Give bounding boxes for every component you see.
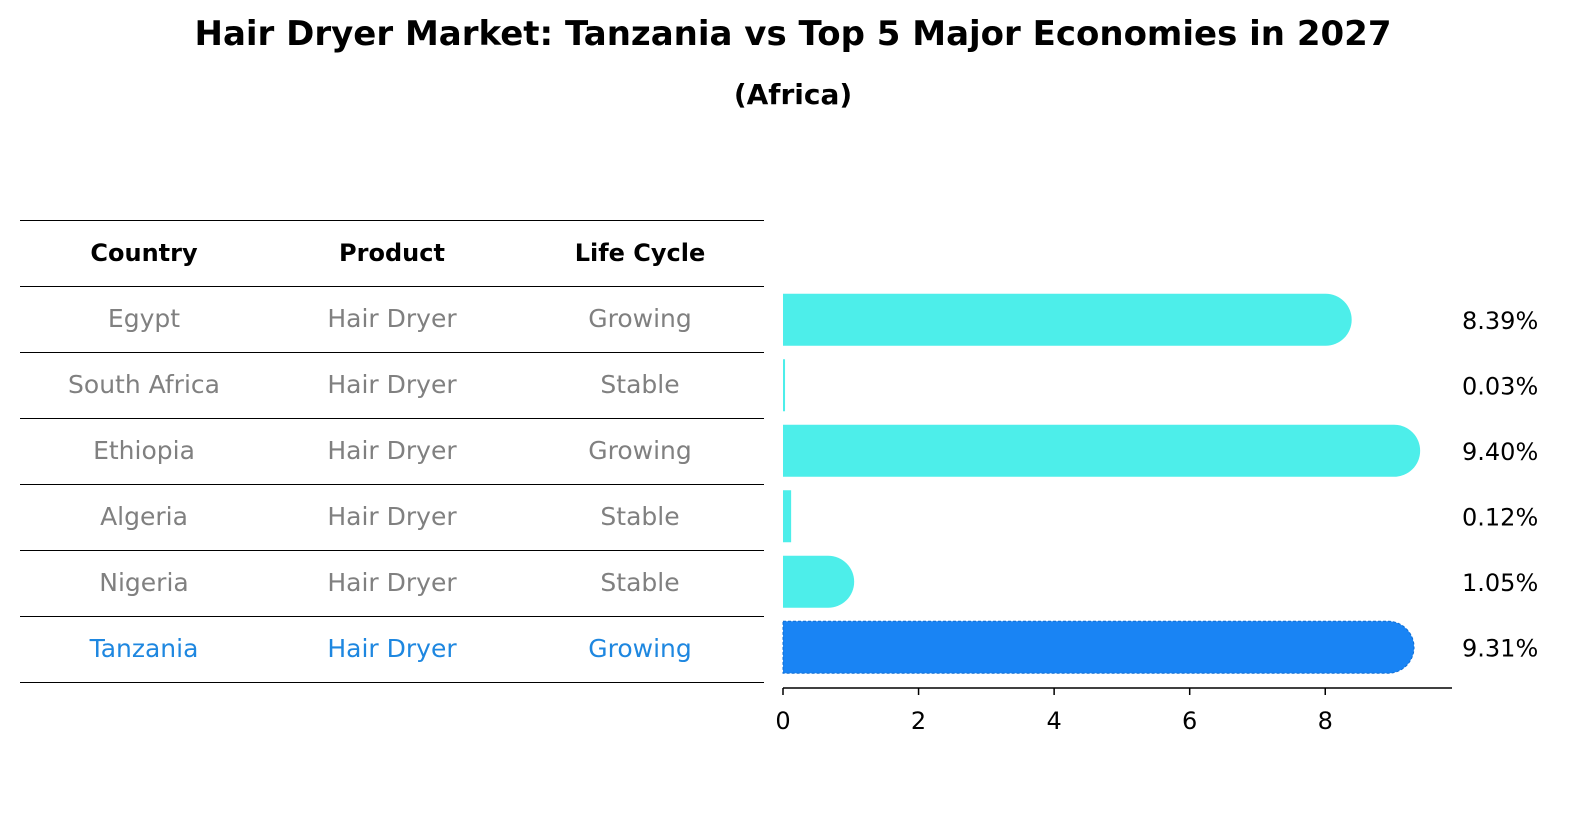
bar [783,359,786,412]
cell-product: Hair Dryer [327,502,457,531]
bar [783,490,792,543]
cell-product: Hair Dryer [327,304,457,333]
cell-product: Hair Dryer [327,370,457,399]
table-rule [20,682,764,683]
data-label: 0.03% [1462,372,1538,400]
chart-title: Hair Dryer Market: Tanzania vs Top 5 Maj… [194,14,1392,54]
cell-life-cycle: Stable [600,502,680,531]
bar [782,620,1415,674]
cell-life-cycle: Growing [588,436,692,465]
cell-country: South Africa [68,370,220,399]
cell-product: Hair Dryer [327,568,457,597]
x-tick-label: 2 [911,707,926,735]
cell-life-cycle: Stable [600,568,680,597]
cell-product: Hair Dryer [327,634,457,663]
column-header: Life Cycle [574,239,706,267]
cell-country: Egypt [107,304,181,333]
bar [783,424,1421,477]
data-label: 9.31% [1462,634,1538,662]
cell-country: Tanzania [89,634,199,663]
data-label: 0.12% [1462,503,1538,531]
data-label: 1.05% [1462,569,1538,597]
x-tick-label: 8 [1318,707,1333,735]
table-rule [20,550,764,551]
x-tick-label: 6 [1182,707,1197,735]
cell-life-cycle: Stable [600,370,680,399]
cell-life-cycle: Growing [588,304,692,333]
cell-country: Nigeria [99,568,189,597]
data-label: 9.40% [1462,438,1538,466]
cell-life-cycle: Growing [588,634,692,663]
chart-subtitle: (Africa) [733,78,853,111]
bar [783,555,855,608]
data-label: 8.39% [1462,307,1538,335]
cell-country: Algeria [100,502,188,531]
column-header: Country [90,239,198,267]
cell-product: Hair Dryer [327,436,457,465]
x-tick-label: 4 [1046,707,1061,735]
column-header: Product [339,239,445,267]
table-rule [20,220,764,221]
cell-country: Ethiopia [93,436,195,465]
table-rule [20,352,764,353]
table-rule [20,616,764,617]
table-rule [20,286,764,287]
x-tick-label: 0 [775,707,790,735]
table-rule [20,484,764,485]
table-rule [20,418,764,419]
bar [783,293,1352,346]
